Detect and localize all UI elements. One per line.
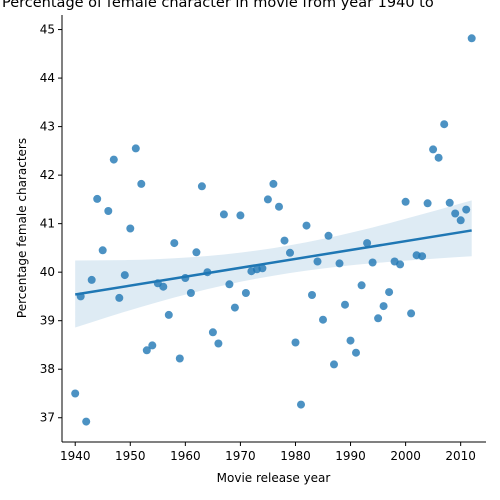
y-tick-label: 41 bbox=[40, 217, 55, 231]
y-tick-label: 40 bbox=[40, 265, 55, 279]
scatter-point bbox=[269, 179, 278, 188]
scatter-point bbox=[263, 195, 272, 204]
y-axis-label: Percentage female characters bbox=[15, 138, 29, 318]
scatter-point bbox=[357, 281, 366, 290]
scatter-point bbox=[109, 155, 118, 164]
scatter-point bbox=[186, 289, 195, 297]
scatter-point bbox=[208, 328, 217, 337]
confidence-band bbox=[75, 200, 472, 328]
scatter-point bbox=[71, 389, 80, 398]
scatter-point bbox=[87, 275, 96, 284]
scatter-point bbox=[280, 236, 289, 245]
scatter-point bbox=[291, 338, 300, 347]
y-tick-label: 44 bbox=[40, 71, 55, 85]
scatter-point bbox=[313, 257, 322, 266]
scatter-point bbox=[120, 271, 129, 280]
scatter-point bbox=[319, 315, 327, 324]
scatter-point bbox=[462, 205, 471, 214]
scatter-point bbox=[385, 288, 394, 297]
x-tick-label: 2000 bbox=[390, 449, 421, 463]
scatter-point bbox=[456, 216, 465, 225]
scatter-point bbox=[241, 289, 250, 297]
scatter-point bbox=[401, 197, 410, 206]
scatter-point bbox=[418, 252, 427, 261]
y-tick-label: 42 bbox=[40, 168, 55, 182]
y-tick-label: 45 bbox=[40, 23, 55, 37]
scatter-point bbox=[159, 282, 168, 291]
scatter-point bbox=[148, 341, 157, 350]
confidence-band-layer bbox=[75, 200, 472, 328]
x-tick-label: 1990 bbox=[335, 449, 366, 463]
scatter-point bbox=[324, 231, 333, 240]
scatter-point bbox=[170, 239, 179, 248]
x-tick-label: 1970 bbox=[225, 449, 256, 463]
scatter-point bbox=[374, 314, 383, 323]
chart-title: Percentage of female character in movie … bbox=[2, 0, 434, 11]
scatter-point bbox=[341, 300, 349, 309]
scatter-point bbox=[225, 280, 234, 289]
y-tick-label: 38 bbox=[40, 362, 55, 376]
scatter-point bbox=[164, 310, 173, 319]
scatter-point bbox=[98, 246, 107, 255]
scatter-point bbox=[429, 145, 438, 154]
scatter-point bbox=[308, 291, 316, 299]
scatter-point bbox=[302, 221, 311, 230]
x-tick-label: 1960 bbox=[170, 449, 201, 463]
scatter-point bbox=[440, 120, 449, 129]
scatter-point bbox=[363, 239, 372, 248]
scatter-point bbox=[297, 400, 305, 409]
scatter-point bbox=[396, 260, 405, 269]
x-tick-label: 2010 bbox=[445, 449, 476, 463]
y-tick-label: 39 bbox=[40, 314, 55, 328]
scatter-point bbox=[126, 224, 135, 233]
scatter-point bbox=[214, 339, 223, 348]
x-tick-label: 1950 bbox=[115, 449, 146, 463]
y-tick-label: 37 bbox=[40, 411, 55, 425]
scatter-point bbox=[230, 303, 239, 312]
scatter-point bbox=[175, 354, 184, 363]
scatter-point bbox=[330, 360, 338, 369]
scatter-points-layer bbox=[71, 34, 476, 426]
scatter-point bbox=[197, 182, 206, 191]
axes-layer: 1940 1950 1960 1970 1980 1990 2000 2010 37 38 39 40… bbox=[40, 15, 486, 463]
scatter-point bbox=[352, 348, 360, 357]
scatter-point bbox=[368, 258, 377, 267]
x-tick-label: 1980 bbox=[280, 449, 311, 463]
x-tick-label: 1940 bbox=[60, 449, 91, 463]
scatter-point bbox=[258, 264, 267, 273]
scatter-point bbox=[219, 210, 228, 219]
scatter-point bbox=[286, 248, 294, 257]
x-axis-label: Movie release year bbox=[217, 471, 331, 485]
scatter-point bbox=[275, 202, 283, 211]
scatter-point bbox=[236, 211, 245, 220]
scatter-point bbox=[379, 302, 388, 311]
regression-line-layer bbox=[75, 229, 472, 296]
scatter-point bbox=[445, 198, 454, 207]
scatter-point bbox=[82, 417, 91, 426]
scatter-point bbox=[335, 259, 344, 268]
scatter-point bbox=[451, 209, 460, 218]
scatter-point bbox=[104, 207, 113, 215]
scatter-point bbox=[407, 309, 416, 318]
scatter-point bbox=[137, 179, 146, 188]
scatter-point bbox=[434, 153, 443, 162]
regression-line bbox=[75, 229, 472, 296]
scatter-point bbox=[115, 293, 124, 302]
scatter-point bbox=[93, 194, 102, 203]
scatter-point bbox=[142, 346, 151, 355]
scatter-point bbox=[192, 248, 201, 257]
scatter-point bbox=[467, 34, 476, 43]
scatter-point bbox=[131, 144, 140, 153]
scatter-point bbox=[423, 199, 432, 208]
y-tick-label: 43 bbox=[40, 120, 55, 134]
scatter-point bbox=[346, 336, 355, 345]
